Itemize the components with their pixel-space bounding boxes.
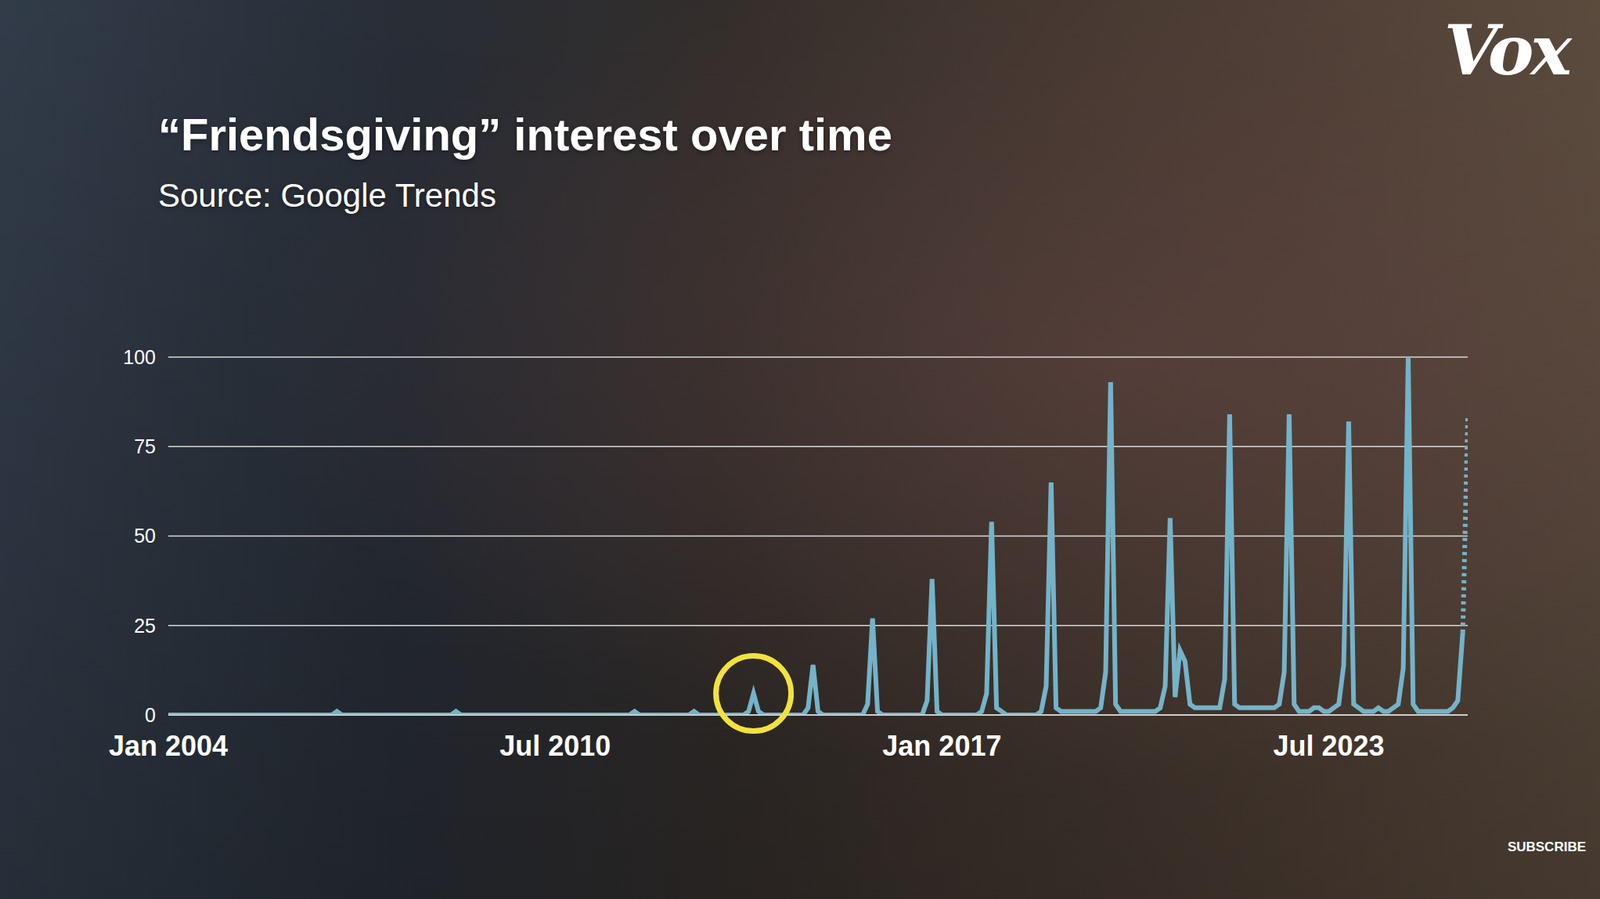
- svg-text:Jan 2017: Jan 2017: [882, 729, 1002, 762]
- svg-text:Jan 2004: Jan 2004: [108, 729, 228, 762]
- svg-text:50: 50: [133, 524, 156, 547]
- svg-text:75: 75: [133, 435, 156, 458]
- html-text:Vox: Vox: [1443, 9, 1569, 91]
- svg-text:0: 0: [144, 703, 156, 726]
- html-text:“Friendsgiving” interest over: “Friendsgiving” interest over time: [158, 108, 893, 160]
- html-text:SUBSCRIBE: SUBSCRIBE: [1507, 839, 1586, 855]
- svg-text:100: 100: [122, 345, 156, 368]
- svg-text:Jul 2023: Jul 2023: [1273, 729, 1385, 762]
- svg-text:Jul 2010: Jul 2010: [499, 729, 611, 762]
- svg-text:25: 25: [133, 614, 156, 637]
- html-text:Source: Google Trends: Source: Google Trends: [158, 176, 497, 214]
